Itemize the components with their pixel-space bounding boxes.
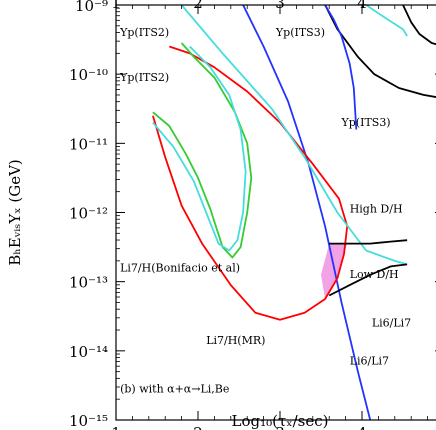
series-line-2 xyxy=(242,5,372,420)
x-axis-label: Log₁₀(τₓ/sec) xyxy=(231,412,328,430)
annotation-5: Li7/H(Bonifacio et al) xyxy=(120,261,240,274)
y-tick-label-left: 10⁻¹³ xyxy=(69,274,108,292)
annotation-8: Li7/H(MR) xyxy=(206,334,265,347)
y-axis-label: BₕEᵥᵢₛYₓ (GeV) xyxy=(6,159,24,266)
annotation-6: Low D/H xyxy=(350,268,399,281)
annotation-9: Li6/Li7 xyxy=(350,355,389,368)
series-line-4 xyxy=(152,45,349,321)
x-tick-label-top: 1 xyxy=(111,0,121,12)
series-layer xyxy=(152,5,436,420)
annotation-4: High D/H xyxy=(350,203,403,216)
tick-labels-layer: 10⁻⁹10⁻⁹10⁻¹⁰10⁻¹⁰10⁻¹¹10⁻¹¹10⁻¹²10⁻¹²10… xyxy=(69,0,436,430)
annotation-10: (b) with α+α→Li,Be xyxy=(120,382,229,395)
x-tick-label-top: 2 xyxy=(193,0,203,12)
series-line-3 xyxy=(324,5,358,130)
series-line-1 xyxy=(402,5,436,46)
x-tick-label-bottom: 3 xyxy=(275,424,285,430)
annotation-2: Yp(ITS2) xyxy=(119,71,169,84)
annotation-1: Yp(ITS3) xyxy=(275,26,325,39)
series-line-9 xyxy=(329,239,408,245)
series-line-6 xyxy=(152,45,247,252)
x-tick-label-bottom: 1 xyxy=(111,424,121,430)
x-tick-label-bottom: 2 xyxy=(193,424,203,430)
series-line-8 xyxy=(365,5,408,37)
series-line-0 xyxy=(324,5,436,98)
y-tick-label-left: 10⁻¹⁰ xyxy=(69,66,108,84)
x-tick-label-bottom: 4 xyxy=(357,424,367,430)
annotation-0: Yp(ITS2) xyxy=(119,26,169,39)
x-tick-label-top: 4 xyxy=(357,0,367,12)
annotation-7: Li6/Li7 xyxy=(372,317,411,330)
y-tick-label-left: 10⁻¹¹ xyxy=(69,135,108,153)
y-tick-label-left: 10⁻¹⁴ xyxy=(69,343,108,361)
x-tick-label-top: 3 xyxy=(275,0,285,12)
series-line-7 xyxy=(180,5,408,266)
y-tick-label-left: 10⁻¹² xyxy=(69,205,108,223)
series-line-10 xyxy=(328,263,408,297)
annotation-3: Yp(ITS3) xyxy=(341,116,391,129)
y-tick-label-left: 10⁻¹⁵ xyxy=(69,412,108,430)
y-tick-label-left: 10⁻⁹ xyxy=(75,0,108,15)
ticks-layer xyxy=(115,4,436,421)
annotations-layer: Yp(ITS2) Yp(ITS3) Yp(ITS2) Yp(ITS3) High D/H… xyxy=(119,26,411,395)
series-line-5 xyxy=(152,42,253,259)
